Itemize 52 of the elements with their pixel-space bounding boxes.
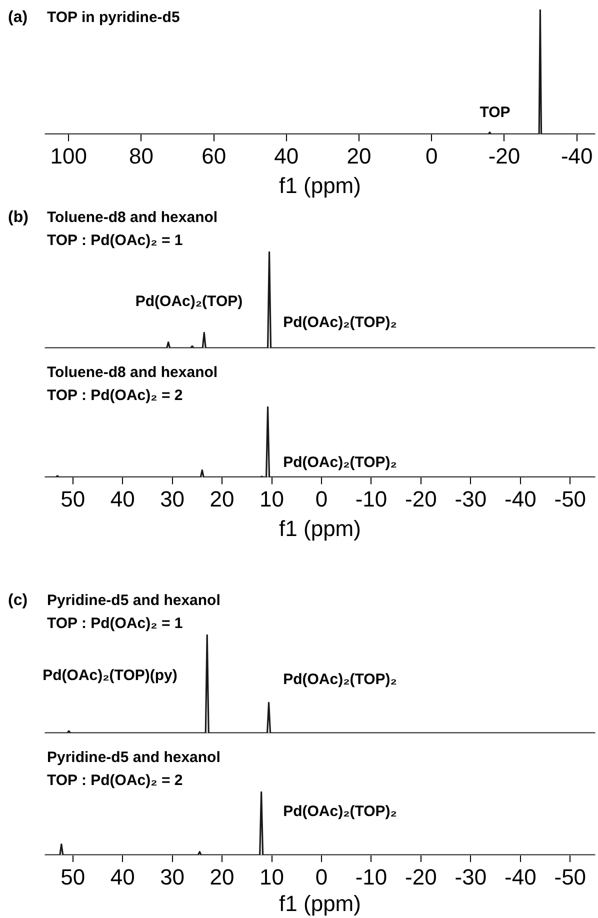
chart-subtitle: TOP : Pd(OAc)₂ = 1 bbox=[47, 615, 183, 632]
x-tick-label: 20 bbox=[210, 486, 234, 512]
annotation: Pd(OAc)₂(TOP)₂ bbox=[283, 671, 397, 688]
x-tick-label: -20 bbox=[405, 864, 437, 890]
chart-subtitle: TOP : Pd(OAc)₂ = 1 bbox=[47, 232, 183, 249]
chart-title: Toluene-d8 and hexanol bbox=[47, 209, 218, 226]
x-tick-label: 0 bbox=[315, 864, 328, 890]
x-tick-label: -10 bbox=[355, 864, 388, 890]
chart-title: Pyridine-d5 and hexanol bbox=[47, 749, 220, 766]
x-tick-label: 60 bbox=[202, 143, 226, 168]
x-tick-label: 50 bbox=[60, 864, 86, 890]
x-tick-label: 100 bbox=[50, 143, 87, 168]
chart-subtitle: TOP : Pd(OAc)₂ = 2 bbox=[47, 772, 183, 789]
x-tick-label: 80 bbox=[128, 143, 154, 168]
x-axis-title: f1 (ppm) bbox=[279, 172, 361, 198]
x-tick-label: -50 bbox=[554, 486, 586, 512]
x-tick-label: -30 bbox=[454, 864, 487, 890]
text: (b) bbox=[8, 209, 28, 226]
x-tick-label: 20 bbox=[346, 143, 372, 168]
annotation: Pd(OAc)₂(TOP) bbox=[135, 293, 243, 310]
text: (a) bbox=[8, 9, 28, 26]
x-tick-label: 10 bbox=[260, 864, 284, 890]
x-tick-label: 50 bbox=[60, 486, 86, 512]
x-tick-label: 40 bbox=[274, 143, 299, 168]
x-tick-label: 0 bbox=[426, 143, 438, 168]
x-tick-label: -20 bbox=[405, 486, 437, 512]
x-tick-label: 20 bbox=[210, 864, 234, 890]
x-axis-title: f1 (ppm) bbox=[279, 890, 361, 916]
x-tick-label: 30 bbox=[160, 486, 185, 512]
x-tick-label: -40 bbox=[560, 143, 593, 168]
x-tick-label: 30 bbox=[160, 864, 185, 890]
chart-subtitle: TOP : Pd(OAc)₂ = 2 bbox=[47, 387, 183, 404]
text: (c) bbox=[8, 592, 28, 609]
chart-title: Toluene-d8 and hexanol bbox=[47, 364, 218, 381]
annotation: Pd(OAc)₂(TOP)₂ bbox=[283, 454, 397, 472]
x-axis-title: f1 (ppm) bbox=[279, 516, 361, 541]
chart-title: TOP in pyridine-d5 bbox=[47, 9, 180, 26]
x-tick-label: -40 bbox=[504, 486, 536, 512]
annotation: Pd(OAc)₂(TOP)(py) bbox=[42, 667, 178, 684]
x-tick-label: 40 bbox=[110, 864, 135, 890]
x-tick-label: 10 bbox=[260, 486, 284, 512]
annotation: Pd(OAc)₂(TOP)₂ bbox=[283, 803, 397, 820]
x-tick-label: 0 bbox=[315, 486, 328, 512]
annotation: Pd(OAc)₂(TOP)₂ bbox=[283, 314, 397, 332]
annotation: TOP bbox=[480, 104, 510, 122]
x-tick-label: -50 bbox=[554, 864, 586, 890]
x-tick-label: -20 bbox=[488, 143, 520, 168]
x-tick-label: -30 bbox=[454, 486, 487, 512]
x-tick-label: -10 bbox=[355, 486, 388, 512]
x-tick-label: -40 bbox=[504, 864, 536, 890]
x-tick-label: 40 bbox=[110, 486, 135, 512]
chart-title: Pyridine-d5 and hexanol bbox=[47, 592, 220, 609]
